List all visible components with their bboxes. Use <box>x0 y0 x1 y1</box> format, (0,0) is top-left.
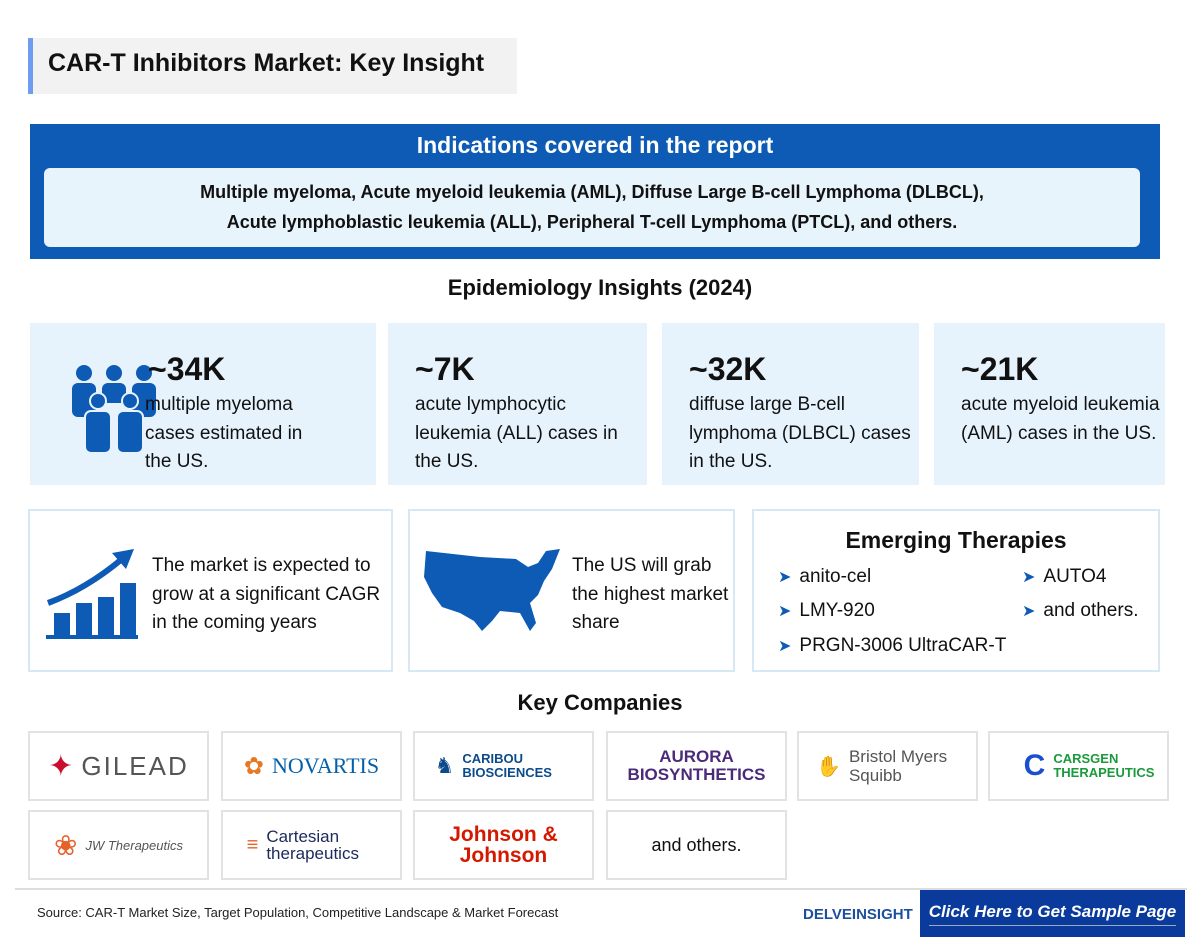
jw-flower-icon: ❀ <box>53 829 78 861</box>
logo-text: CARIBOU BIOSCIENCES <box>462 751 552 780</box>
us-share-text: The US will grab the highest market shar… <box>572 555 729 633</box>
logo-text: and others. <box>651 834 742 855</box>
growth-card: The market is expected to grow at a sign… <box>28 509 393 672</box>
growth-text: The market is expected to grow at a sign… <box>152 555 381 633</box>
stat-value: ~21K <box>961 351 1039 387</box>
logo-text: Johnson & Johnson <box>449 823 558 867</box>
growth-chart-icon <box>46 549 138 639</box>
chevron-right-icon: ➤ <box>1022 569 1036 586</box>
carsgen-c-icon: C <box>1023 749 1046 782</box>
us-map-icon <box>424 549 560 631</box>
logo-novartis: ✿ NOVARTIS <box>221 731 402 801</box>
indications-panel: Indications covered in the report Multip… <box>30 124 1160 259</box>
indications-line: Multiple myeloma, Acute myeloid leukemia… <box>200 182 984 202</box>
therapy-item: ➤ PRGN-3006 UltraCAR-T <box>778 635 1006 657</box>
stat-card: ~7K acute lymphocytic leukemia (ALL) cas… <box>388 323 647 485</box>
therapy-name: AUTO4 <box>1043 566 1107 587</box>
page-title: CAR-T Inhibitors Market: Key Insight <box>28 38 517 94</box>
stat-description: multiple myeloma cases estimated in the … <box>145 394 303 472</box>
logo-cartesian: ≡ Cartesian therapeutics <box>221 810 402 880</box>
chevron-right-icon: ➤ <box>1022 603 1036 620</box>
logo-text: Cartesian therapeutics <box>266 827 359 863</box>
logo-gilead: ✦ GILEAD <box>28 731 209 801</box>
stat-card: ~21K acute myeloid leukemia (AML) cases … <box>934 323 1165 485</box>
stat-card: ~32K diffuse large B-cell lymphoma (DLBC… <box>662 323 919 485</box>
logo-text: NOVARTIS <box>272 753 380 778</box>
logo-caribou: ♞ CARIBOU BIOSCIENCES <box>413 731 594 801</box>
logo-carsgen: C CARSGEN THERAPEUTICS <box>988 731 1169 801</box>
caribou-icon: ♞ <box>434 753 455 778</box>
logo-aurora: AURORA BIOSYNTHETICS <box>606 731 787 801</box>
indications-line: Acute lymphoblastic leukemia (ALL), Peri… <box>226 212 958 232</box>
chevron-right-icon: ➤ <box>778 638 792 655</box>
key-companies-heading: Key Companies <box>517 690 683 715</box>
stat-description: diffuse large B-cell lymphoma (DLBCL) ca… <box>689 394 911 472</box>
cartesian-icon: ≡ <box>246 833 259 856</box>
therapy-item: ➤ anito-cel <box>778 566 871 588</box>
stat-value: ~34K <box>148 351 226 387</box>
stat-card: ~34K multiple myeloma cases estimated in… <box>30 323 376 485</box>
logo-jw: ❀ JW Therapeutics <box>28 810 209 880</box>
therapy-item: ➤ and others. <box>1022 600 1138 622</box>
logo-jnj: Johnson & Johnson <box>413 810 594 880</box>
stat-description: acute myeloid leukemia (AML) cases in th… <box>961 394 1160 444</box>
delveinsight-logo: DELVEINSIGHT <box>803 906 913 923</box>
chevron-right-icon: ➤ <box>778 569 792 586</box>
indications-list: Multiple myeloma, Acute myeloid leukemia… <box>44 168 1140 247</box>
footer-divider <box>15 888 1187 890</box>
chevron-right-icon: ➤ <box>778 603 792 620</box>
logo-bms: ✋ Bristol Myers Squibb <box>797 731 978 801</box>
sample-page-button[interactable]: Click Here to Get Sample Page <box>920 890 1185 937</box>
epidemiology-heading: Epidemiology Insights (2024) <box>447 275 753 300</box>
logo-text: AURORA BIOSYNTHETICS <box>627 747 766 784</box>
emerging-heading: Emerging Therapies <box>845 527 1067 553</box>
emerging-therapies-card: Emerging Therapies ➤ anito-cel ➤ LMY-920 ➤… <box>752 509 1160 672</box>
stat-description: acute lymphocytic leukemia (ALL) cases i… <box>415 394 618 472</box>
therapy-name: LMY-920 <box>799 600 875 621</box>
logo-text: Bristol Myers Squibb <box>848 747 948 785</box>
indications-heading: Indications covered in the report <box>416 132 774 158</box>
source-note: Source: CAR-T Market Size, Target Popula… <box>37 905 559 920</box>
therapy-name: and others. <box>1043 600 1139 621</box>
sample-page-label[interactable]: Click Here to Get Sample Page <box>928 902 1177 926</box>
stat-value: ~7K <box>415 351 475 387</box>
people-icon <box>72 365 156 453</box>
therapy-item: ➤ AUTO4 <box>1022 566 1106 588</box>
logo-others: and others. <box>606 810 787 880</box>
bms-hand-icon: ✋ <box>816 755 841 778</box>
therapy-name: PRGN-3006 UltraCAR-T <box>799 635 1007 656</box>
therapy-item: ➤ LMY-920 <box>778 600 875 622</box>
gilead-shield-icon: ✦ <box>48 749 74 783</box>
logo-text: CARSGEN THERAPEUTICS <box>1053 751 1155 780</box>
logo-text: JW Therapeutics <box>85 837 183 853</box>
stat-value: ~32K <box>689 351 767 387</box>
us-share-card: The US will grab the highest market shar… <box>408 509 735 672</box>
logo-text: GILEAD <box>81 750 189 781</box>
novartis-flame-icon: ✿ <box>243 752 265 780</box>
therapy-name: anito-cel <box>799 566 872 587</box>
